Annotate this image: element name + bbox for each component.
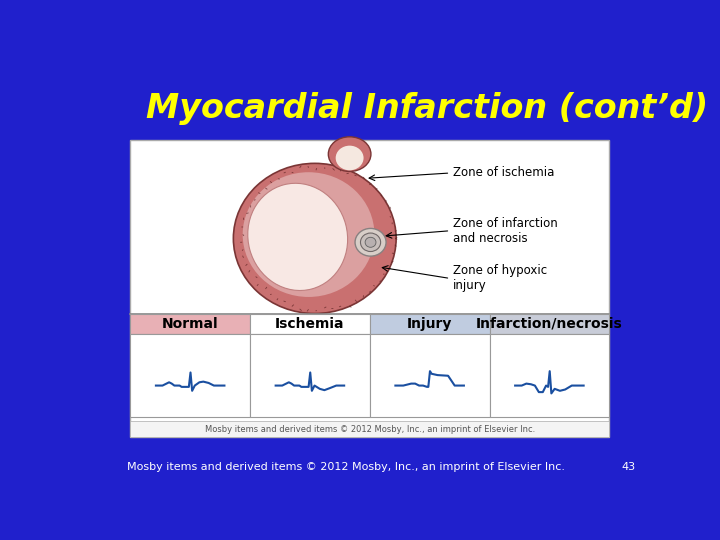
Ellipse shape: [336, 146, 364, 170]
Bar: [130, 140, 609, 437]
Bar: [130, 421, 609, 437]
Bar: [130, 334, 250, 417]
Ellipse shape: [328, 137, 371, 171]
Bar: [130, 314, 250, 334]
Text: 43: 43: [621, 462, 636, 472]
Text: Zone of ischemia: Zone of ischemia: [453, 166, 554, 179]
Bar: [490, 334, 609, 417]
Ellipse shape: [243, 172, 374, 297]
Ellipse shape: [248, 183, 348, 291]
Bar: [250, 314, 370, 334]
Ellipse shape: [361, 233, 381, 252]
Text: Zone of hypoxic
injury: Zone of hypoxic injury: [453, 265, 546, 293]
Bar: [250, 334, 370, 417]
Text: Ischemia: Ischemia: [275, 316, 345, 330]
Text: Normal: Normal: [162, 316, 218, 330]
Ellipse shape: [355, 228, 386, 256]
Text: Mosby items and derived items © 2012 Mosby, Inc., an imprint of Elsevier Inc.: Mosby items and derived items © 2012 Mos…: [127, 462, 564, 472]
Text: Zone of infarction
and necrosis: Zone of infarction and necrosis: [453, 217, 557, 245]
Text: Injury: Injury: [407, 316, 452, 330]
Bar: [490, 314, 609, 334]
Text: Myocardial Infarction (cont’d): Myocardial Infarction (cont’d): [145, 92, 708, 125]
Bar: [370, 314, 490, 334]
Ellipse shape: [233, 164, 396, 314]
Ellipse shape: [365, 237, 376, 247]
Text: Mosby items and derived items © 2012 Mosby, Inc., an imprint of Elsevier Inc.: Mosby items and derived items © 2012 Mos…: [204, 424, 535, 434]
Bar: [370, 334, 490, 417]
Text: Infarction/necrosis: Infarction/necrosis: [476, 316, 623, 330]
